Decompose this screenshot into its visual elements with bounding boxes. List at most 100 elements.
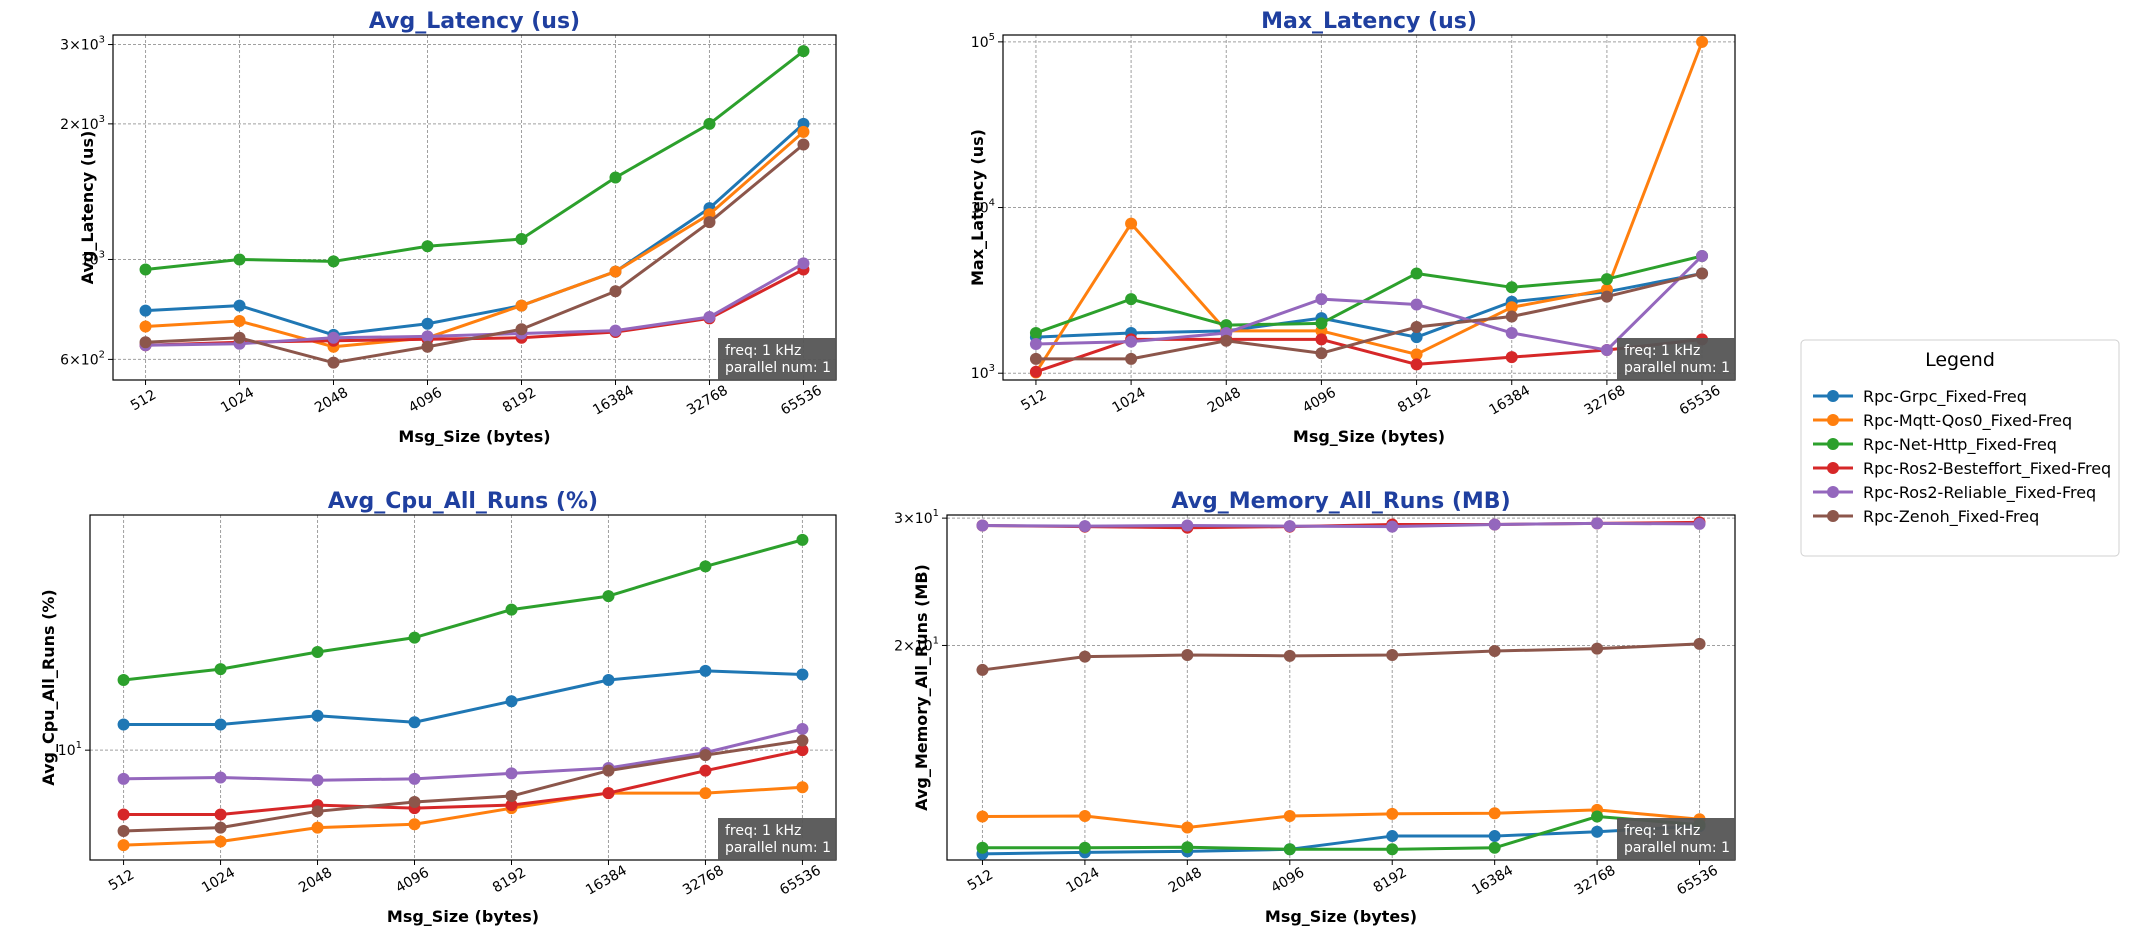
data-point bbox=[1078, 809, 1091, 822]
x-tick-label: 512 bbox=[106, 867, 137, 894]
data-point bbox=[1125, 335, 1138, 348]
data-point bbox=[602, 673, 615, 686]
series-line bbox=[123, 748, 803, 816]
data-point bbox=[1696, 35, 1709, 48]
data-point bbox=[797, 125, 810, 138]
data-point bbox=[976, 810, 989, 823]
data-point bbox=[1591, 810, 1604, 823]
data-point bbox=[421, 317, 434, 330]
data-point bbox=[1283, 520, 1296, 533]
legend: Legend Rpc-Grpc_Fixed-Freq Rpc-Mqtt-Qos0_F… bbox=[1800, 339, 2120, 557]
data-point bbox=[1693, 637, 1706, 650]
data-point bbox=[421, 330, 434, 343]
chart-panel-4: Avg_Memory_All_Runs (MB) 512 1024 2048 4096 8… bbox=[894, 489, 1736, 926]
x-tick-label: 4096 bbox=[393, 865, 432, 897]
data-point bbox=[1181, 821, 1194, 834]
series-line bbox=[1035, 272, 1703, 361]
data-point bbox=[609, 324, 622, 337]
y-axis-label: Avg_Cpu_All_Runs (%) bbox=[39, 589, 58, 785]
data-point bbox=[797, 138, 810, 151]
series-line bbox=[982, 521, 1700, 529]
x-tick-label: 512 bbox=[128, 387, 159, 414]
series-line bbox=[982, 815, 1700, 851]
data-point bbox=[311, 805, 324, 818]
annotation-box bbox=[718, 338, 836, 380]
x-tick-label: 65536 bbox=[777, 862, 824, 898]
data-point bbox=[699, 560, 712, 573]
series-line bbox=[1034, 41, 1704, 374]
series-line bbox=[123, 727, 803, 782]
data-point bbox=[1078, 650, 1091, 663]
data-point bbox=[1181, 519, 1194, 532]
plot-frame bbox=[112, 34, 837, 381]
x-tick-label: 65536 bbox=[778, 382, 825, 418]
annotation-text: parallel num: 1 bbox=[725, 360, 831, 376]
data-point bbox=[214, 771, 227, 784]
data-point bbox=[1125, 217, 1138, 230]
data-point bbox=[1315, 333, 1328, 346]
x-axis-label: Msg_Size (bytes) bbox=[387, 907, 539, 926]
x-axis-label: Msg_Size (bytes) bbox=[1265, 907, 1417, 926]
series-line bbox=[145, 130, 805, 349]
data-point bbox=[421, 340, 434, 353]
data-point bbox=[1078, 520, 1091, 533]
series-line bbox=[1035, 254, 1704, 352]
data-point bbox=[117, 808, 130, 821]
legend-swatch-marker bbox=[1827, 462, 1839, 474]
annotation-text: freq: 1 kHz bbox=[725, 343, 801, 359]
chart-panel-3: Avg_Cpu_All_Runs (%) 512 1024 2048 4096 8192 1… bbox=[39, 489, 837, 926]
y-tick-label: 104 bbox=[971, 198, 995, 217]
data-point bbox=[1600, 344, 1613, 357]
data-point bbox=[796, 722, 809, 735]
data-point bbox=[327, 255, 340, 268]
data-point bbox=[1505, 281, 1518, 294]
annotation-box bbox=[1617, 338, 1735, 380]
data-point bbox=[311, 646, 324, 659]
chart-title: Avg_Memory_All_Runs (MB) bbox=[1171, 489, 1510, 514]
data-point bbox=[1693, 517, 1706, 530]
data-point bbox=[796, 668, 809, 681]
data-point bbox=[505, 603, 518, 616]
annotation-text: freq: 1 kHz bbox=[1624, 343, 1700, 359]
data-point bbox=[139, 263, 152, 276]
series-line bbox=[1035, 271, 1703, 339]
data-point bbox=[1591, 642, 1604, 655]
data-point bbox=[1410, 298, 1423, 311]
legend-swatch-marker bbox=[1827, 438, 1839, 450]
data-point bbox=[1488, 841, 1501, 854]
x-tick-label: 8192 bbox=[490, 865, 529, 897]
data-point bbox=[311, 821, 324, 834]
annotation-text: parallel num: 1 bbox=[1624, 840, 1730, 856]
x-tick-label: 16384 bbox=[590, 382, 637, 418]
y-tick-label: 6×102 bbox=[60, 349, 105, 368]
x-tick-label: 65536 bbox=[1674, 862, 1721, 898]
x-tick-label: 16384 bbox=[1469, 862, 1516, 898]
x-tick-label: 32768 bbox=[1582, 382, 1629, 418]
data-point bbox=[1696, 267, 1709, 280]
data-point bbox=[1410, 358, 1423, 371]
data-point bbox=[796, 734, 809, 747]
data-point bbox=[1505, 310, 1518, 323]
data-point bbox=[1181, 841, 1194, 854]
data-point bbox=[1283, 809, 1296, 822]
x-tick-label: 16384 bbox=[1486, 382, 1533, 418]
data-point bbox=[976, 519, 989, 532]
data-point bbox=[515, 233, 528, 246]
data-point bbox=[1410, 348, 1423, 361]
x-tick-label: 512 bbox=[1018, 387, 1049, 414]
legend-swatch-marker bbox=[1827, 414, 1839, 426]
data-point bbox=[602, 764, 615, 777]
data-point bbox=[505, 799, 518, 812]
series-line bbox=[145, 49, 805, 271]
x-tick-label: 4096 bbox=[1300, 385, 1339, 417]
annotation-box bbox=[718, 818, 836, 860]
data-point bbox=[1488, 644, 1501, 657]
x-tick-label: 2048 bbox=[312, 385, 351, 417]
x-tick-label: 32768 bbox=[684, 382, 731, 418]
series-line bbox=[145, 143, 805, 365]
data-point bbox=[609, 171, 622, 184]
data-point bbox=[233, 331, 246, 344]
data-point bbox=[703, 117, 716, 130]
data-point bbox=[1029, 326, 1042, 339]
x-tick-label: 2048 bbox=[1166, 865, 1205, 897]
